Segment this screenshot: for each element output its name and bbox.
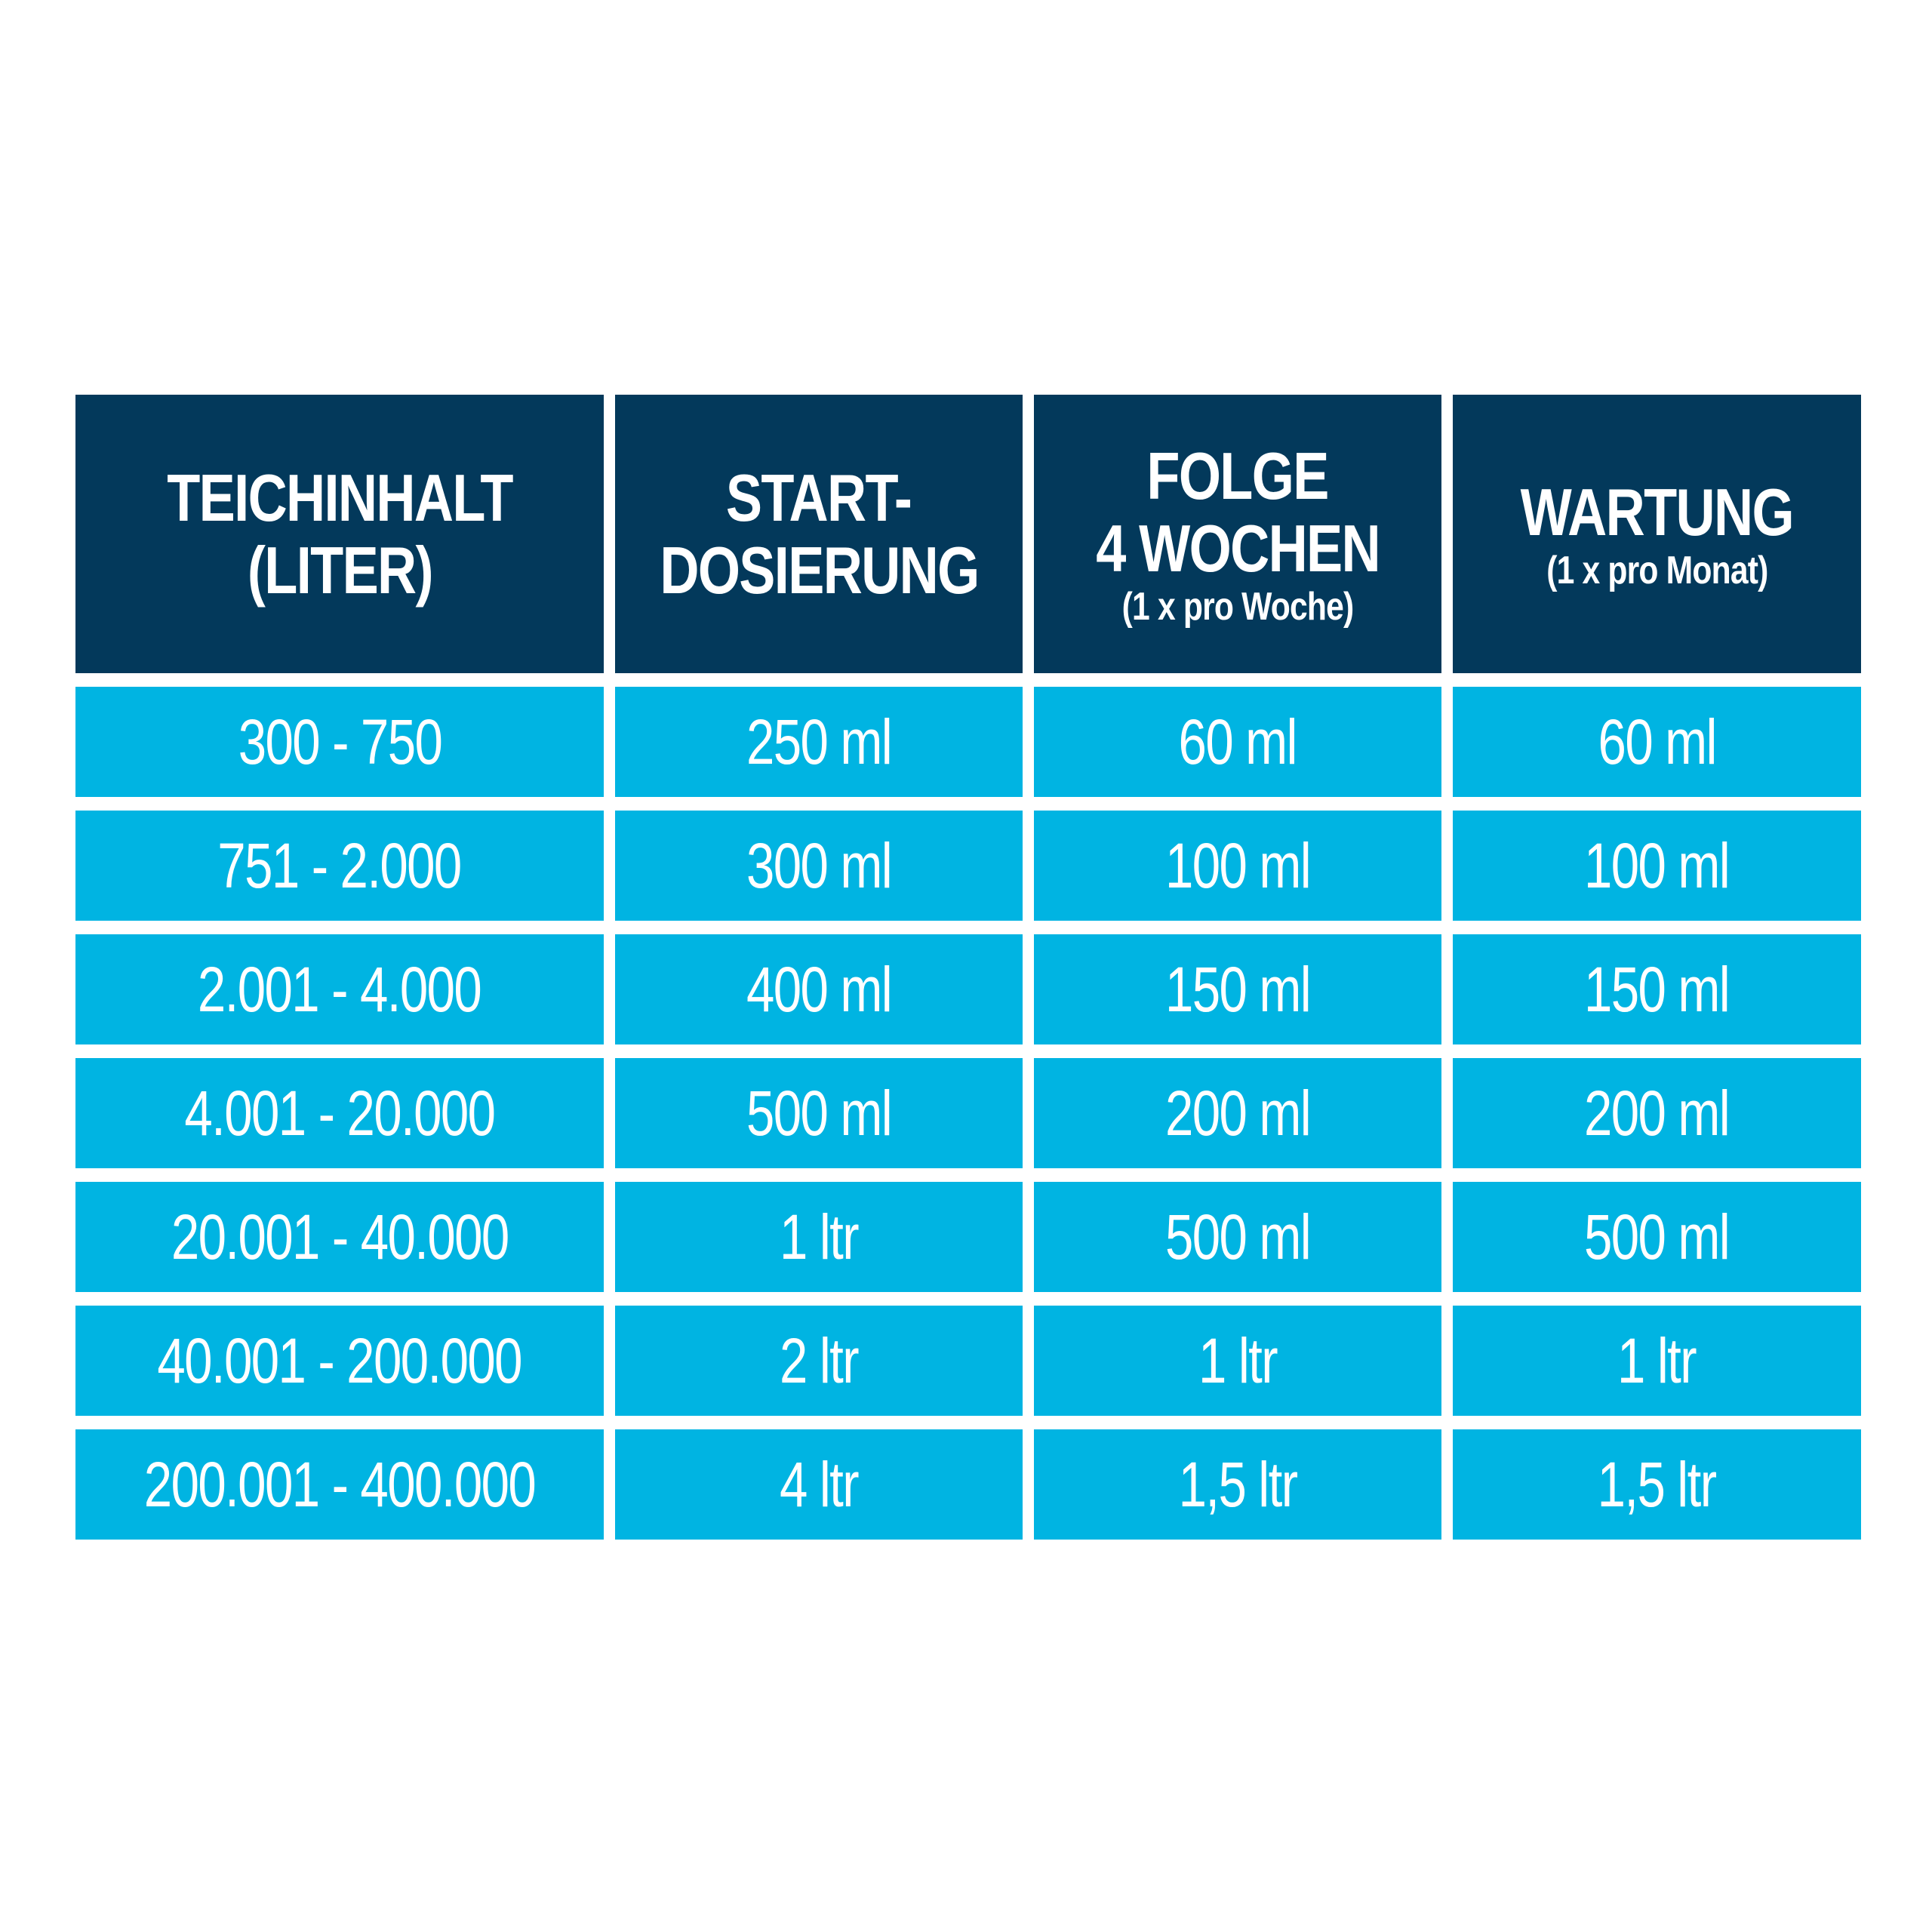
table-cell: 1 ltr: [615, 1182, 1023, 1292]
header-wartung: WARTUNG (1 x pro Monat): [1453, 395, 1861, 673]
table-cell: 4.001 - 20.000: [75, 1058, 604, 1168]
table-cell: 150 ml: [1034, 934, 1441, 1044]
cell-text: 300 ml: [746, 829, 893, 901]
cell-text: 40.001 - 200.000: [157, 1324, 523, 1396]
cell-text: 500 ml: [1164, 1201, 1312, 1272]
table-cell: 300 - 750: [75, 687, 604, 797]
table-cell: 500 ml: [1453, 1182, 1861, 1292]
header-teichinhalt-line-2: (LITER): [247, 532, 433, 608]
cell-text: 250 ml: [746, 706, 893, 777]
table-cell: 250 ml: [615, 687, 1023, 797]
cell-text: 2 ltr: [779, 1324, 860, 1396]
table-cell: 20.001 - 40.000: [75, 1182, 604, 1292]
header-folge-line-1: FOLGE: [1146, 438, 1330, 513]
table-cell: 300 ml: [615, 811, 1023, 921]
cell-text: 1,5 ltr: [1598, 1448, 1717, 1520]
table-cell: 400 ml: [615, 934, 1023, 1044]
cell-text: 500 ml: [746, 1077, 893, 1149]
table-cell: 1 ltr: [1034, 1306, 1441, 1416]
cell-text: 500 ml: [1584, 1201, 1730, 1272]
table-cell: 100 ml: [1453, 811, 1861, 921]
table-cell: 500 ml: [615, 1058, 1023, 1168]
dosage-table: TEICHINHALT (LITER) START- DOSIERUNG FOL…: [75, 395, 1863, 1540]
cell-text: 300 - 750: [238, 706, 442, 777]
cell-text: 1 ltr: [1198, 1324, 1278, 1396]
table-cell: 2.001 - 4.000: [75, 934, 604, 1044]
header-startdosierung: START- DOSIERUNG: [615, 395, 1023, 673]
cell-text: 60 ml: [1598, 706, 1717, 777]
cell-text: 200.001 - 400.000: [143, 1448, 537, 1520]
table-cell: 751 - 2.000: [75, 811, 604, 921]
cell-text: 400 ml: [746, 953, 893, 1025]
cell-text: 150 ml: [1164, 953, 1312, 1025]
table-cell: 1,5 ltr: [1453, 1429, 1861, 1540]
table-cell: 1 ltr: [1453, 1306, 1861, 1416]
table-cell: 4 ltr: [615, 1429, 1023, 1540]
table-cell: 200 ml: [1034, 1058, 1441, 1168]
header-wartung-line-1: WARTUNG: [1520, 474, 1795, 549]
cell-text: 4 ltr: [779, 1448, 860, 1520]
cell-text: 150 ml: [1584, 953, 1730, 1025]
header-folge-subtitle: (1 x pro Woche): [1121, 584, 1355, 629]
table-cell: 200.001 - 400.000: [75, 1429, 604, 1540]
cell-text: 100 ml: [1164, 829, 1312, 901]
header-teichinhalt-line-1: TEICHINHALT: [167, 460, 513, 535]
cell-text: 20.001 - 40.000: [171, 1201, 509, 1272]
header-startdosierung-line-2: DOSIERUNG: [659, 532, 980, 608]
table-cell: 200 ml: [1453, 1058, 1861, 1168]
cell-text: 60 ml: [1178, 706, 1298, 777]
header-teichinhalt: TEICHINHALT (LITER): [75, 395, 604, 673]
table-cell: 40.001 - 200.000: [75, 1306, 604, 1416]
cell-text: 200 ml: [1164, 1077, 1312, 1149]
cell-text: 100 ml: [1584, 829, 1730, 901]
cell-text: 2.001 - 4.000: [198, 953, 482, 1025]
cell-text: 200 ml: [1584, 1077, 1730, 1149]
table-cell: 500 ml: [1034, 1182, 1441, 1292]
cell-text: 751 - 2.000: [217, 829, 463, 901]
cell-text: 4.001 - 20.000: [184, 1077, 496, 1149]
table-cell: 60 ml: [1453, 687, 1861, 797]
table-cell: 2 ltr: [615, 1306, 1023, 1416]
header-startdosierung-line-1: START-: [726, 460, 912, 535]
cell-text: 1,5 ltr: [1178, 1448, 1298, 1520]
header-folge: FOLGE 4 WOCHEN (1 x pro Woche): [1034, 395, 1441, 673]
table-cell: 1,5 ltr: [1034, 1429, 1441, 1540]
cell-text: 1 ltr: [779, 1201, 860, 1272]
table-cell: 150 ml: [1453, 934, 1861, 1044]
table-cell: 100 ml: [1034, 811, 1441, 921]
header-wartung-subtitle: (1 x pro Monat): [1546, 548, 1768, 592]
cell-text: 1 ltr: [1617, 1324, 1697, 1396]
header-folge-line-2: 4 WOCHEN: [1096, 510, 1380, 586]
table-cell: 60 ml: [1034, 687, 1441, 797]
